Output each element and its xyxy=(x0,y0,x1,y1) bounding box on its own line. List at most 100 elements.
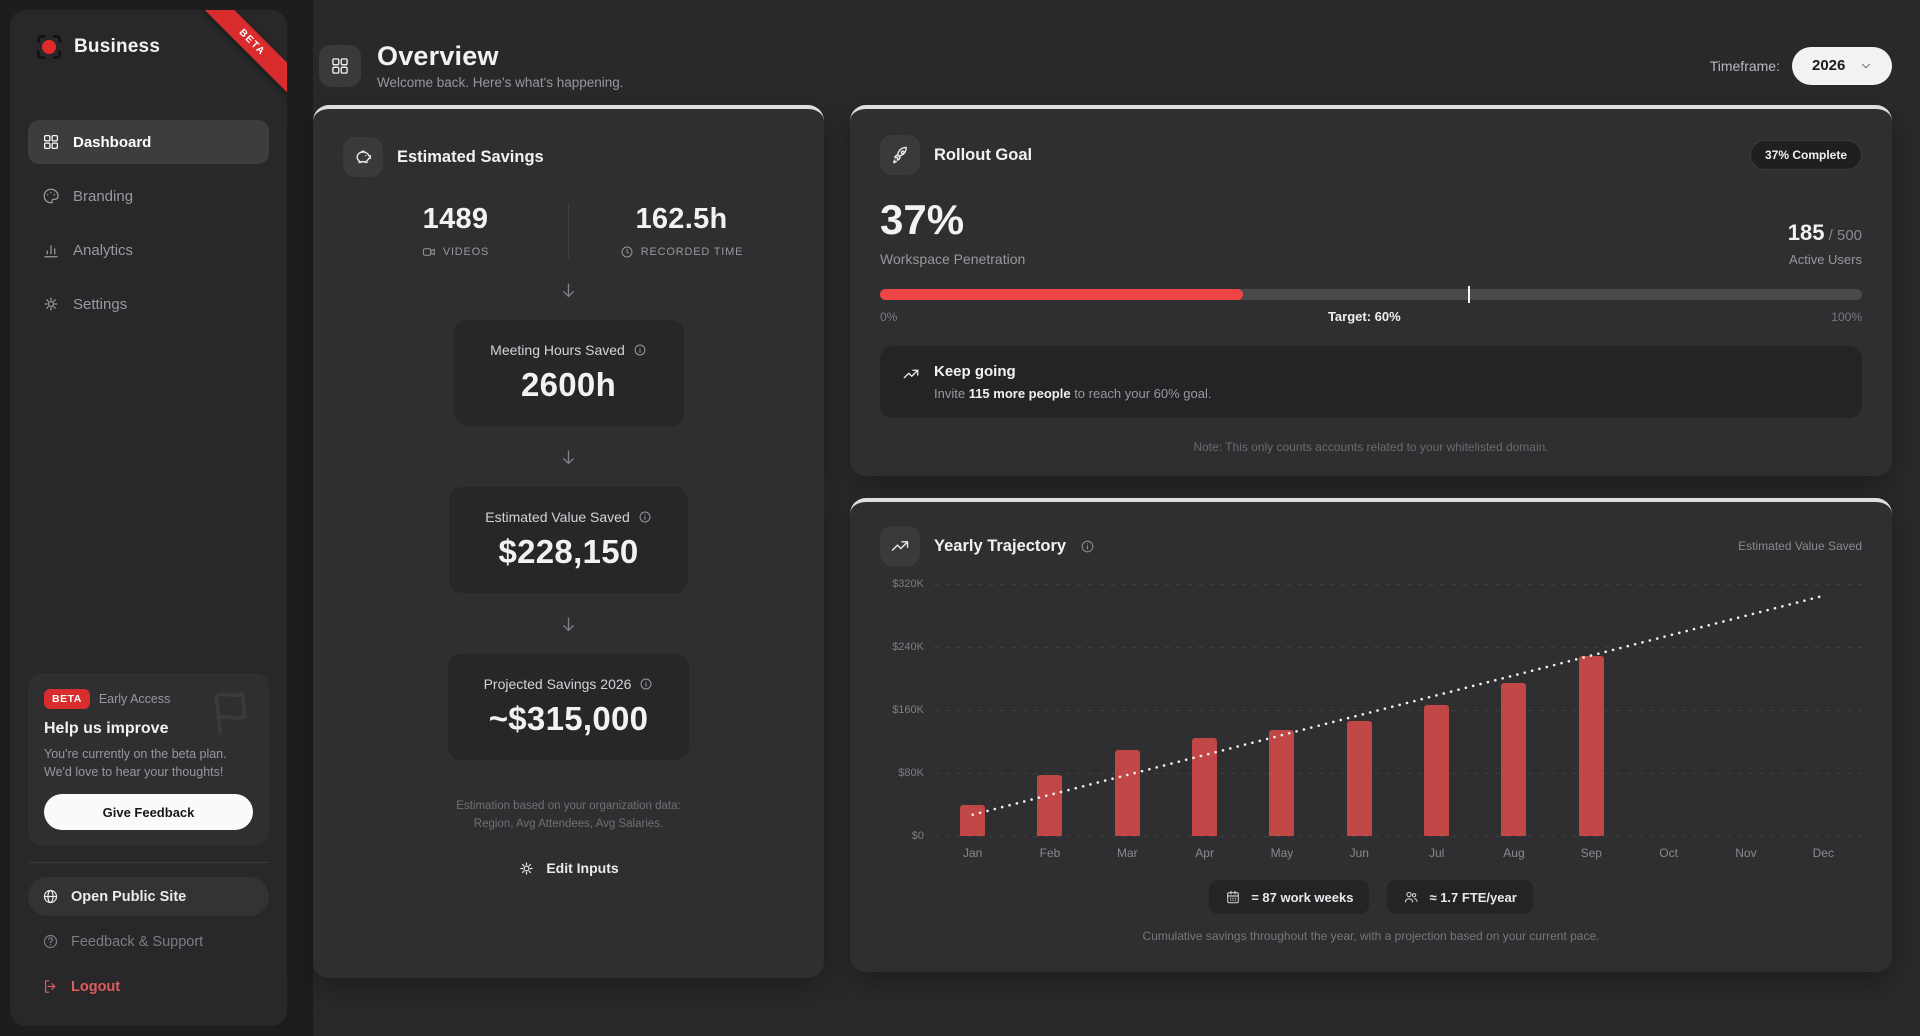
gear-icon xyxy=(42,295,60,313)
chart-column-jan xyxy=(934,584,1011,836)
x-tick-label: Sep xyxy=(1580,846,1602,860)
work-weeks-text: = 87 work weeks xyxy=(1251,889,1354,905)
globe-icon xyxy=(42,888,59,905)
y-tick-label: $320K xyxy=(892,578,924,590)
meeting-hours-saved-box: Meeting Hours Saved 2600h xyxy=(453,320,684,426)
info-icon[interactable] xyxy=(639,677,653,691)
chart-bar-mar xyxy=(1114,750,1140,836)
timeframe-value: 2026 xyxy=(1812,57,1846,74)
chart-xlabels: Jan Feb Mar Apr May Jun Jul Aug Sep Oct Nov Dec xyxy=(934,846,1862,860)
chart-column-nov xyxy=(1707,584,1784,836)
whitelist-note: Note: This only counts accounts related … xyxy=(1193,440,1549,454)
chart-bar-jan xyxy=(960,804,986,836)
logout-icon xyxy=(42,978,59,995)
arrow-down-icon xyxy=(559,615,578,634)
info-icon[interactable] xyxy=(633,343,647,357)
x-tick-label: Dec xyxy=(1812,846,1834,860)
yearly-trajectory-card: Yearly Trajectory Estimated Value Saved … xyxy=(850,498,1892,972)
piggy-bank-icon xyxy=(343,137,383,177)
chart-bar-apr xyxy=(1192,738,1218,836)
info-icon[interactable] xyxy=(1080,539,1095,554)
video-camera-icon xyxy=(422,245,436,259)
arrow-down-icon xyxy=(559,281,578,300)
clock-icon xyxy=(620,245,634,259)
trending-up-icon xyxy=(902,365,920,401)
edit-inputs-button[interactable]: Edit Inputs xyxy=(343,860,794,877)
chart-column-aug xyxy=(1475,584,1552,836)
videos-label: VIDEOS xyxy=(442,246,490,258)
savings-stats: 1489 VIDEOS 162.5h xyxy=(343,203,794,259)
metric-label: Projected Savings 2026 xyxy=(483,676,632,692)
sidebar-item-dashboard[interactable]: Dashboard xyxy=(28,120,269,164)
gridline xyxy=(934,584,1862,585)
metric-value: $228,150 xyxy=(498,533,639,570)
sidebar-item-analytics[interactable]: Analytics xyxy=(28,228,269,272)
stat-videos: 1489 VIDEOS xyxy=(343,203,568,259)
sidebar-item-label: Analytics xyxy=(73,241,134,259)
chart-bar-aug xyxy=(1501,683,1527,836)
y-tick-label: $0 xyxy=(911,830,924,842)
sidebar-item-branding[interactable]: Branding xyxy=(28,174,269,218)
early-access-label: Early Access xyxy=(98,691,171,706)
sidebar-nav: Dashboard Branding Analytics xyxy=(28,120,269,326)
arrow-down-icon xyxy=(559,448,578,467)
x-tick-label: Jan xyxy=(962,846,983,860)
metric-value: 2600h xyxy=(520,366,617,403)
x-tick-label: Oct xyxy=(1659,846,1678,860)
card-title: Yearly Trajectory xyxy=(934,536,1067,555)
penetration-percent: 37% xyxy=(880,196,965,243)
open-public-site-link[interactable]: Open Public Site xyxy=(28,877,269,916)
complete-badge: 37% Complete xyxy=(1749,140,1862,170)
chart-bar-jul xyxy=(1424,704,1450,836)
videos-value: 1489 xyxy=(422,203,489,235)
timeframe-select[interactable]: 2026 xyxy=(1792,46,1892,85)
x-tick-label: Aug xyxy=(1503,846,1525,860)
rollout-progress-bar xyxy=(880,286,1862,303)
chevron-down-icon xyxy=(1859,59,1873,73)
keep-going-tip: Keep going Invite 115 more people to rea… xyxy=(880,346,1862,418)
logout-label: Logout xyxy=(71,978,121,995)
chart-bar-feb xyxy=(1037,774,1063,836)
x-tick-label: Feb xyxy=(1039,846,1061,860)
chart-badges: = 87 work weeks ≈ 1.7 FTE/year xyxy=(880,880,1862,914)
sidebar-item-settings[interactable]: Settings xyxy=(28,282,269,326)
sidebar: BETA Business Dashboard xyxy=(10,10,287,1026)
metric-label: Estimated Value Saved xyxy=(485,509,630,525)
chart-column-apr xyxy=(1166,584,1243,836)
give-feedback-button[interactable]: Give Feedback xyxy=(44,794,253,830)
chart-caption: Cumulative savings throughout the year, … xyxy=(1142,929,1600,943)
chart-column-oct xyxy=(1630,584,1707,836)
estimation-footnote: Estimation based on your organization da… xyxy=(456,800,681,830)
sidebar-item-label: Dashboard xyxy=(73,133,152,151)
page-title: Overview xyxy=(377,41,499,71)
x-tick-label: Apr xyxy=(1195,846,1214,860)
chart-series-label: Estimated Value Saved xyxy=(1738,539,1862,553)
chart-column-jul xyxy=(1398,584,1475,836)
logout-link[interactable]: Logout xyxy=(28,967,269,1006)
main-content: Overview Welcome back. Here's what's hap… xyxy=(313,0,1920,1036)
estimated-savings-card: Estimated Savings 1489 VIDEOS 1 xyxy=(313,105,824,978)
overview-grid-icon xyxy=(319,44,361,87)
help-circle-icon xyxy=(42,933,59,950)
trending-up-icon xyxy=(880,526,920,566)
brand-name: Business xyxy=(74,36,161,57)
rocket-icon xyxy=(880,135,920,175)
timeframe-label: Timeframe: xyxy=(1709,57,1780,74)
dashboard-grid: Estimated Savings 1489 VIDEOS 1 xyxy=(313,105,1892,978)
gear-icon xyxy=(518,860,535,877)
record-logo-icon xyxy=(34,32,64,62)
x-tick-label: Jun xyxy=(1349,846,1369,860)
target-label: Target: 60% xyxy=(1327,309,1401,324)
scale-max: 100% xyxy=(1831,309,1862,324)
feedback-support-link[interactable]: Feedback & Support xyxy=(28,922,269,961)
gridline xyxy=(934,836,1862,837)
brand: Business xyxy=(28,32,269,62)
info-icon[interactable] xyxy=(638,510,652,524)
dashboard-grid-icon xyxy=(42,133,60,151)
x-tick-label: Jul xyxy=(1428,846,1445,860)
rollout-goal-card: Rollout Goal 37% Complete 37% Workspace … xyxy=(850,105,1892,476)
chart-bar-jun xyxy=(1346,721,1372,836)
estimated-value-saved-box: Estimated Value Saved $228,150 xyxy=(449,487,688,593)
active-users-label: Active Users xyxy=(1789,252,1862,267)
beta-card-body: You're currently on the beta plan. We'd … xyxy=(44,746,227,779)
